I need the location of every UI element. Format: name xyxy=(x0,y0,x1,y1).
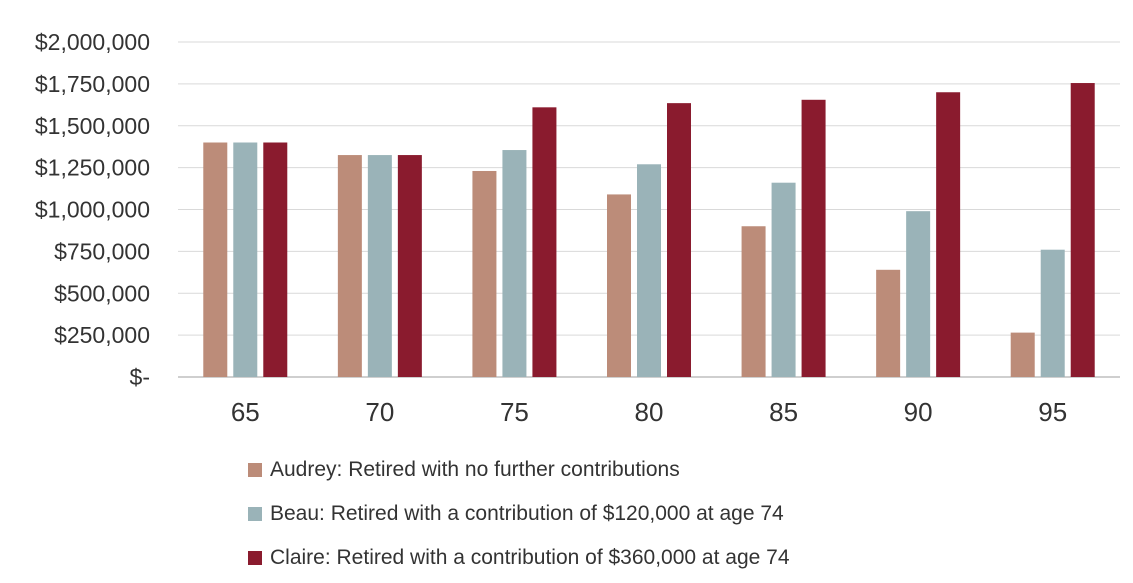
bar-audrey-90 xyxy=(876,269,901,377)
bar-beau-75 xyxy=(502,150,527,377)
bar-audrey-65 xyxy=(203,142,228,377)
bar-audrey-95 xyxy=(1010,332,1035,377)
y-tick-label: $250,000 xyxy=(54,322,150,348)
x-tick-label: 80 xyxy=(635,397,664,427)
bar-audrey-80 xyxy=(607,194,631,377)
y-tick-label: $1,250,000 xyxy=(35,155,150,181)
bar-beau-90 xyxy=(906,211,931,377)
legend-label-audrey: Audrey: Retired with no further contribu… xyxy=(270,458,680,481)
x-tick-label: 90 xyxy=(904,397,933,427)
bar-claire-90 xyxy=(936,92,961,377)
y-tick-label: $1,000,000 xyxy=(35,197,150,223)
x-tick-label: 75 xyxy=(500,397,529,427)
bar-claire-70 xyxy=(397,155,422,377)
x-tick-label: 65 xyxy=(231,397,260,427)
bars xyxy=(203,83,1095,377)
bar-claire-95 xyxy=(1070,83,1095,377)
x-tick-label: 95 xyxy=(1038,397,1067,427)
bar-claire-65 xyxy=(263,142,288,377)
legend-item-audrey: Audrey: Retired with no further contribu… xyxy=(248,448,790,492)
y-tick-label: $500,000 xyxy=(54,280,150,306)
y-tick-label: $750,000 xyxy=(54,238,150,264)
legend: Audrey: Retired with no further contribu… xyxy=(248,448,790,580)
legend-label-beau: Beau: Retired with a contribution of $12… xyxy=(270,502,784,525)
x-tick-label: 85 xyxy=(769,397,798,427)
x-tick-label: 70 xyxy=(365,397,394,427)
bar-audrey-70 xyxy=(337,155,362,377)
y-tick-label: $2,000,000 xyxy=(35,29,150,55)
bar-audrey-75 xyxy=(472,170,497,377)
bar-claire-85 xyxy=(801,99,826,377)
legend-label-claire: Claire: Retired with a contribution of $… xyxy=(270,546,790,569)
bar-audrey-85 xyxy=(741,226,766,377)
legend-swatch-beau xyxy=(248,507,262,521)
y-tick-label: $1,500,000 xyxy=(35,113,150,139)
legend-swatch-claire xyxy=(248,551,262,565)
y-tick-label: $- xyxy=(130,364,150,390)
bar-beau-80 xyxy=(637,164,661,377)
y-tick-label: $1,750,000 xyxy=(35,71,150,97)
bar-beau-65 xyxy=(233,142,258,377)
bar-chart: $- $250,000 $500,000 $750,000 $1,000,000 $1,2… xyxy=(35,29,1120,427)
legend-item-beau: Beau: Retired with a contribution of $12… xyxy=(248,492,790,536)
x-axis-tick-labels: 65 70 75 80 85 90 95 xyxy=(231,397,1067,427)
bar-claire-80 xyxy=(667,103,691,377)
bar-claire-75 xyxy=(532,107,557,377)
legend-item-claire: Claire: Retired with a contribution of $… xyxy=(248,536,790,580)
bar-beau-95 xyxy=(1040,249,1065,377)
bar-beau-85 xyxy=(771,182,796,377)
legend-swatch-audrey xyxy=(248,463,262,477)
bar-beau-70 xyxy=(367,155,392,377)
y-axis-tick-labels: $- $250,000 $500,000 $750,000 $1,000,000 $1,2… xyxy=(35,29,150,390)
